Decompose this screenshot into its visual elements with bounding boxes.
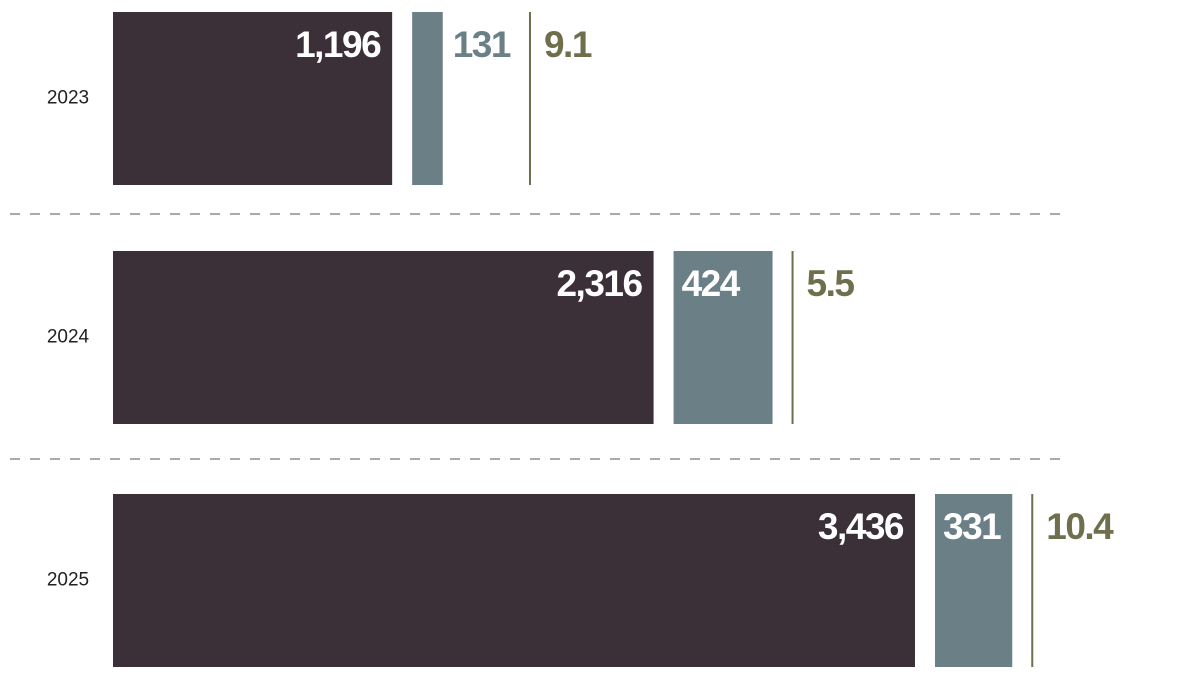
bar — [673, 251, 773, 424]
bar — [113, 251, 654, 424]
value-label: 3,436 — [818, 506, 904, 547]
value-label: 331 — [943, 506, 1001, 547]
bar — [113, 12, 393, 185]
bar — [412, 12, 443, 185]
value-label: 5.5 — [807, 263, 855, 304]
y-tick-label: 2024 — [47, 327, 90, 348]
bar — [113, 494, 915, 667]
value-label: 10.4 — [1046, 506, 1114, 547]
value-label: 424 — [682, 263, 741, 304]
value-label: 9.1 — [544, 24, 592, 65]
bar — [935, 494, 1013, 667]
value-label: 1,196 — [295, 24, 381, 65]
value-label: 131 — [453, 24, 511, 65]
value-label: 2,316 — [556, 263, 642, 304]
y-tick-label: 2023 — [47, 88, 89, 109]
y-tick-label: 2025 — [47, 570, 89, 591]
